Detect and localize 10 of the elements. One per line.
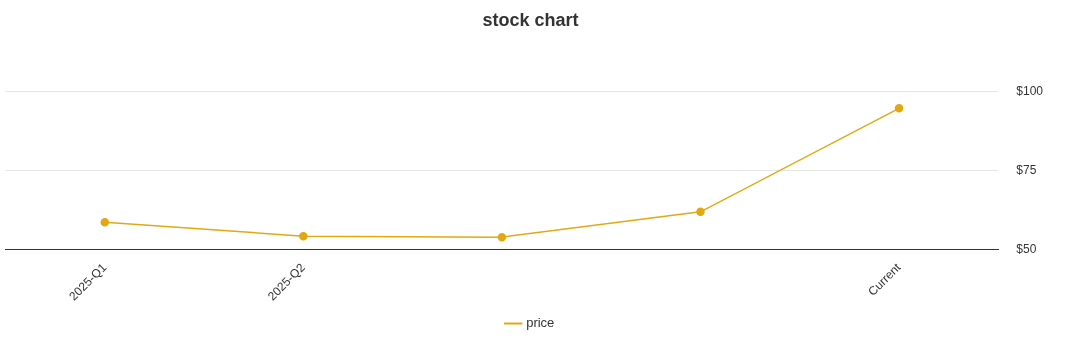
point [100, 218, 110, 227]
point [894, 104, 904, 113]
y-tick-label: $75 [1016, 163, 1037, 178]
y-tick-label: $100 [1016, 83, 1044, 98]
point [696, 207, 705, 217]
chart-title: stock chart [482, 9, 579, 30]
y-tick-label: $50 [1016, 242, 1037, 257]
point [299, 231, 308, 241]
point [497, 232, 507, 242]
legend-label: price [526, 315, 555, 331]
